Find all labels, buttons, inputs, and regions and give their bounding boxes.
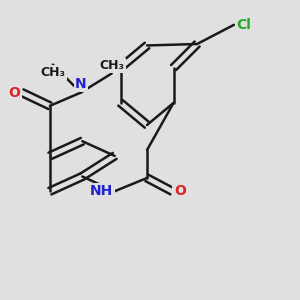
Text: CH₃: CH₃ [40, 66, 65, 79]
Text: Cl: Cl [236, 18, 251, 32]
Text: N: N [75, 77, 87, 91]
Text: O: O [174, 184, 186, 198]
Text: CH₃: CH₃ [99, 59, 124, 72]
Text: O: O [8, 85, 20, 100]
Text: NH: NH [90, 184, 113, 198]
